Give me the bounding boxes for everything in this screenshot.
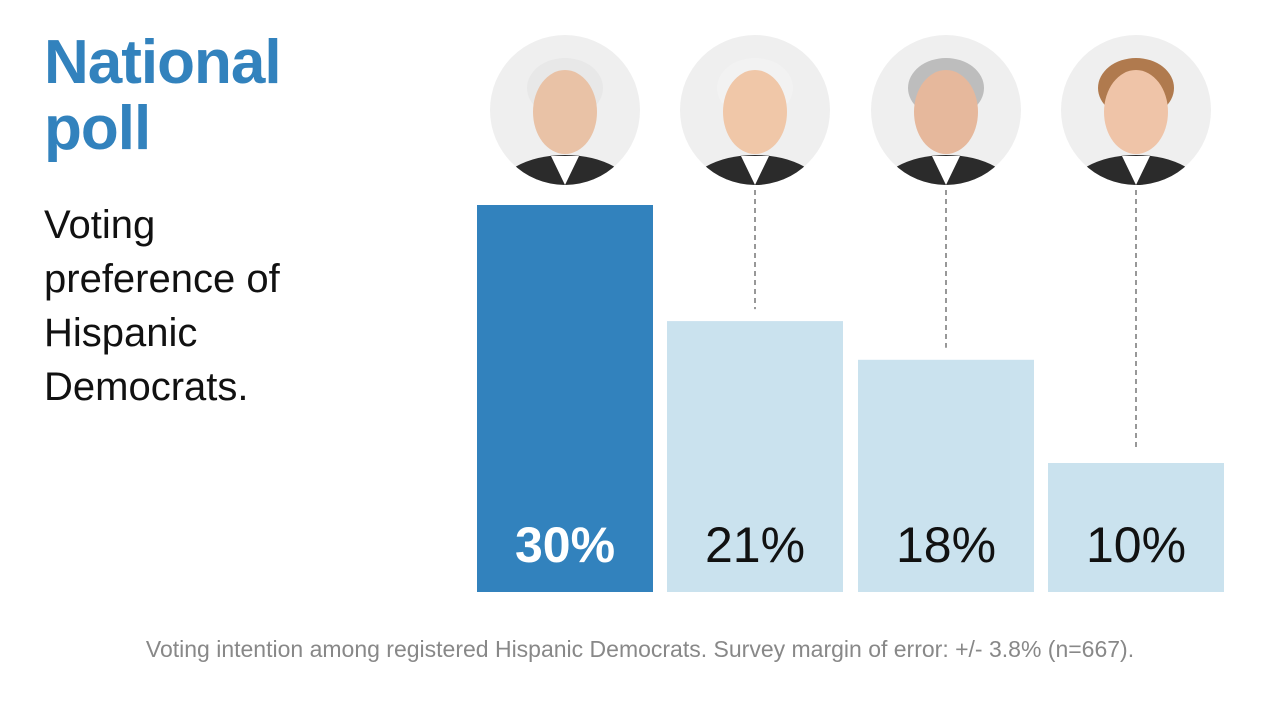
page-title: National poll — [44, 28, 282, 163]
candidate-portrait-icon — [495, 58, 635, 185]
footnote: Voting intention among registered Hispan… — [145, 636, 1135, 662]
candidate-portrait-icon — [876, 58, 1016, 185]
page-subtitle: Voting preference of Hispanic Democrats. — [44, 203, 280, 409]
bar-value-label: 21% — [705, 517, 805, 573]
bar-value-label: 10% — [1086, 517, 1186, 573]
bar — [477, 205, 653, 592]
bar — [858, 359, 1034, 592]
bar-value-label: 30% — [515, 517, 615, 573]
bar — [667, 321, 843, 592]
bar — [1048, 463, 1224, 592]
candidate-portrait-icon — [685, 58, 825, 185]
candidate-portrait-icon — [1066, 58, 1206, 185]
bar-value-label: 18% — [896, 517, 996, 573]
